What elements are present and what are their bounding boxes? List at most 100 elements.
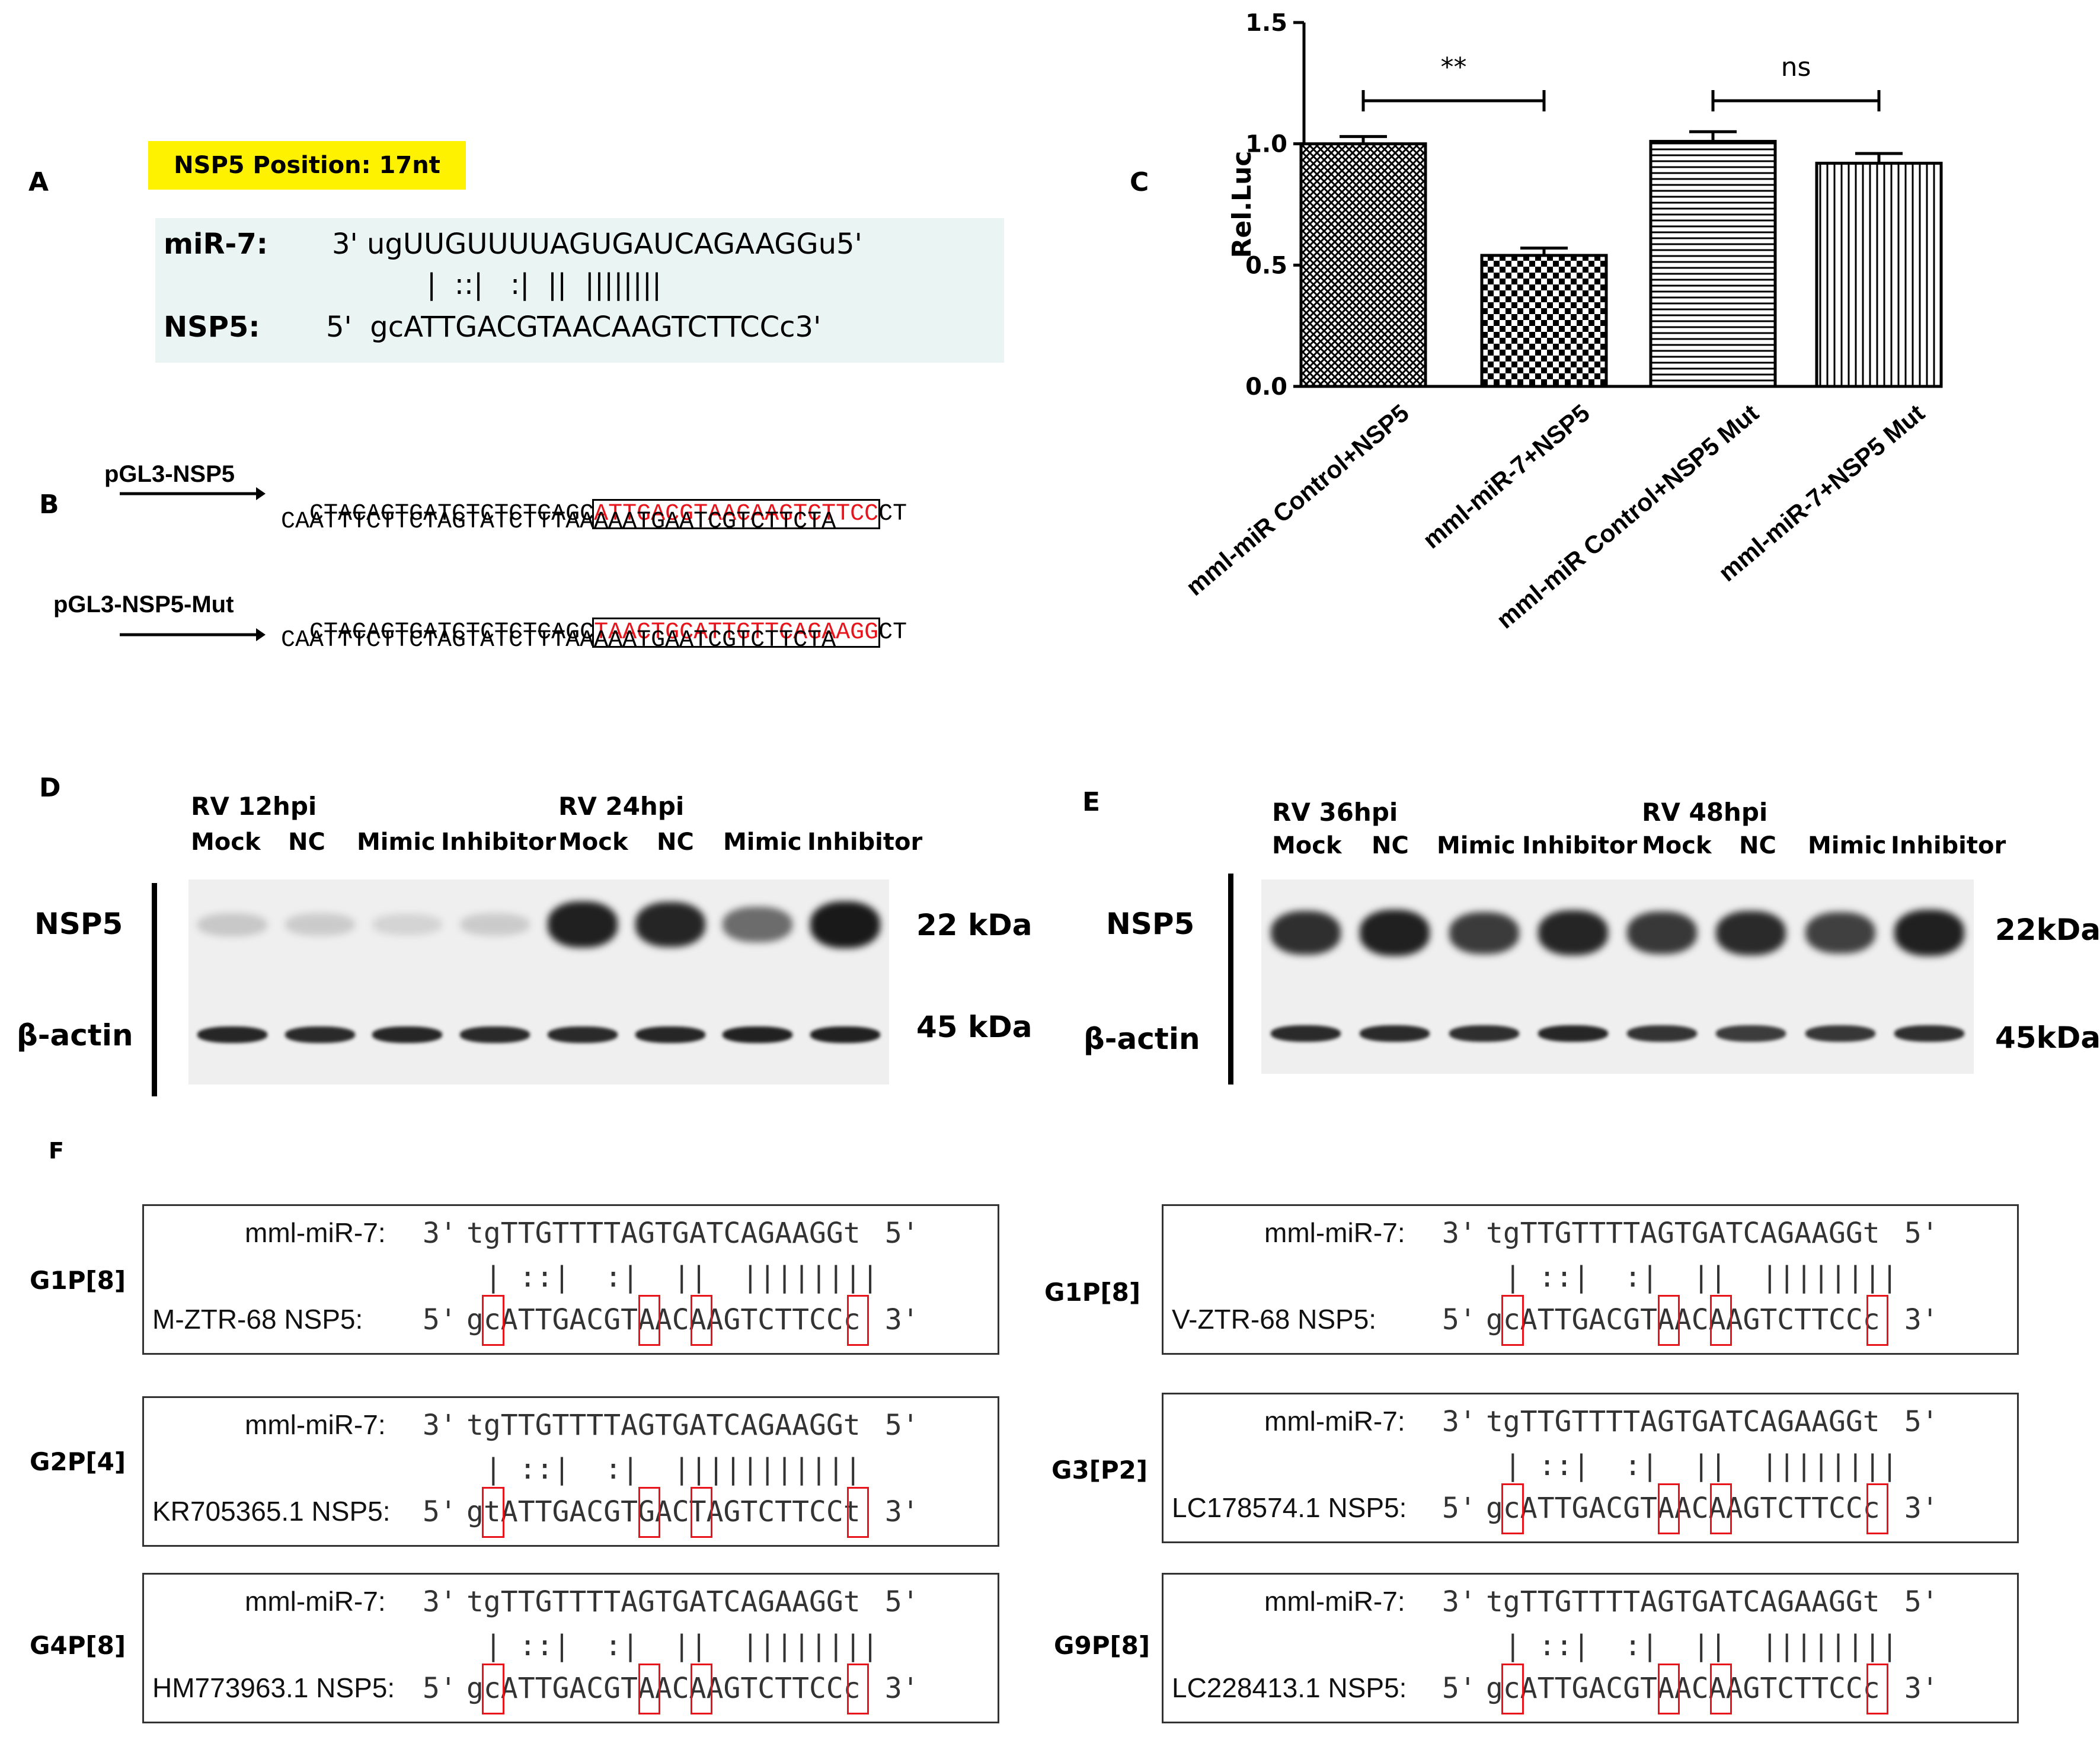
lane-label-nc: NC [657,828,694,856]
nsp-end: 3' [884,1303,919,1336]
mir-prime: 3' [1442,1405,1476,1438]
group-label-24hpi: RV 24hpi [558,792,685,821]
mut-target-site: TAACTGCATTGTTCAGAAGG [592,618,881,648]
nsp-sequence: gcATTGACGTAACAAGTCTTCCc [466,1672,861,1705]
nsp5-band [1716,910,1786,955]
actin-band [1360,1025,1430,1042]
mismatch-highlight [638,1664,661,1714]
actin-band [1805,1025,1875,1042]
mismatch-highlight [1709,1295,1733,1346]
mir-end: 5' [1904,1405,1939,1438]
genotype-label: G2P[4] [30,1447,126,1476]
size-label-22kda: 22kDa [1995,913,2100,947]
wt-seq-suffix: CT [878,501,907,527]
nsp5-band [285,913,355,936]
lane-label-mimic: Mimic [357,828,436,856]
pairing-lines: | ::| :| || |||||||| [1487,1261,1898,1294]
nsp5-band [635,902,705,947]
construct-label-mut: pGL3-NSP5-Mut [53,591,234,618]
mismatch-highlight [482,1487,504,1538]
arrow-wt [120,487,266,500]
nsp5-band [197,913,267,936]
wt-target-site: ATTGACGTAACAAGTCTTCC [592,499,881,529]
nsp-sequence: gcATTGACGTAACAAGTCTTCCc [466,1303,861,1336]
mir-prime: 3' [423,1409,457,1442]
row-label-actin: β-actin [17,1018,133,1053]
nsp-prime: 5' [423,1672,457,1705]
genotype-label: G1P[8] [30,1266,126,1295]
row-label-nsp5: NSP5 [34,907,123,941]
mir-label: mml-miR-7: [1264,1406,1405,1437]
nsp5-label: V-ZTR-68 NSP5: [1172,1304,1377,1335]
alignment-box: mml-miR-7: 3' tgTTGTTTTAGTGATCAGAAGGt 5' | … [142,1204,999,1355]
pairing-lines: | ::| :| || |||||||| [427,268,662,301]
mismatch-highlight [1709,1483,1733,1534]
nsp5-band [810,901,881,948]
nsp5-band [723,907,793,942]
nsp5-sequence: 5' gcATTGACGTAACAAGTCTTCCc3' [326,311,822,344]
size-label-45kda: 45kDa [1995,1021,2100,1055]
mut-seq-prefix: CTACAGTGATCTCTCTCAGC [309,619,594,646]
mismatch-highlight [846,1487,869,1538]
nsp-end: 3' [884,1672,919,1705]
nsp-sequence: gcATTGACGTAACAAGTCTTCCc [1486,1672,1880,1705]
lane-label-mimic: Mimic [723,828,802,856]
pairing-lines: | ::| :| || |||||||| [1487,1449,1898,1482]
panel-label-e: E [1082,787,1101,817]
mir-label: mml-miR-7: [245,1217,386,1248]
nsp5-band [460,913,530,936]
mir-sequence: tgTTGTTTTAGTGATCAGAAGGt [1486,1585,1880,1618]
mir-label: mml-miR-7: [1264,1586,1405,1617]
actin-band [460,1026,530,1043]
lane-label-nc: NC [1372,832,1409,859]
panel-label-b: B [39,490,59,520]
nsp5-band [1894,910,1964,956]
category-label: mml-miR Control+NSP5 Mut [1491,399,1764,634]
nsp5-position-banner: NSP5 Position: 17nt [148,141,466,190]
mir-end: 5' [884,1409,919,1442]
mismatch-highlight [846,1295,869,1346]
actin-band [547,1026,618,1043]
mismatch-highlight [482,1664,504,1714]
panel-label-c: C [1130,167,1149,197]
nsp5-label: M-ZTR-68 NSP5: [152,1304,363,1335]
row-label-nsp5: NSP5 [1106,907,1195,941]
nsp5-band [1627,911,1698,954]
group-label-36hpi: RV 36hpi [1272,798,1398,827]
panel-a-pairing-box: miR-7: 3' ugUUGUUUUAGUGAUCAGAAGGu5' | ::… [155,218,1004,363]
mismatch-highlight [1501,1664,1524,1714]
nsp5-band [1360,910,1430,956]
mismatch-highlight [482,1295,504,1346]
significance-label: ** [1441,52,1467,82]
nsp-sequence: gcATTGACGTAACAAGTCTTCCc [1486,1492,1880,1525]
actin-band [1271,1025,1341,1042]
western-blot-d [188,879,889,1085]
wt-sequence-line2: CAATTTCTTCTAGTATCTTTAAAAATGAATCGTCTTCTA [281,508,836,535]
lane-label-inhibitor: Inhibitor [1522,832,1638,859]
pairing-lines: | ::| :| ||||||||||| [468,1453,862,1486]
bar [1480,254,1608,388]
nsp5-band [547,901,618,948]
arrow-mut [120,628,266,641]
nsp5-band [372,914,443,935]
y-tick-label: 0.0 [1245,373,1287,401]
mismatch-highlight [1501,1483,1524,1534]
group-label-12hpi: RV 12hpi [191,792,317,821]
actin-band [1538,1025,1608,1042]
nsp5-label: KR705365.1 NSP5: [152,1496,391,1527]
mir-prime: 3' [1442,1585,1476,1618]
size-label-22kda: 22 kDa [916,908,1033,942]
actin-band [723,1026,793,1043]
lane-label-nc: NC [1739,832,1776,859]
western-blot-e [1261,879,1974,1074]
pairing-lines: | ::| :| || |||||||| [1487,1629,1898,1662]
nsp5-label: LC228413.1 NSP5: [1172,1672,1407,1703]
genotype-label: G4P[8] [30,1631,126,1660]
lane-label-mock: Mock [191,828,261,856]
group-label-48hpi: RV 48hpi [1642,798,1768,827]
actin-band [1449,1025,1519,1042]
mir-sequence: tgTTGTTTTAGTGATCAGAAGGt [1486,1217,1880,1250]
y-axis-label: Rel.Luc [1227,151,1257,258]
nsp5-label: LC178574.1 NSP5: [1172,1492,1407,1523]
nsp5-band [1449,911,1519,954]
